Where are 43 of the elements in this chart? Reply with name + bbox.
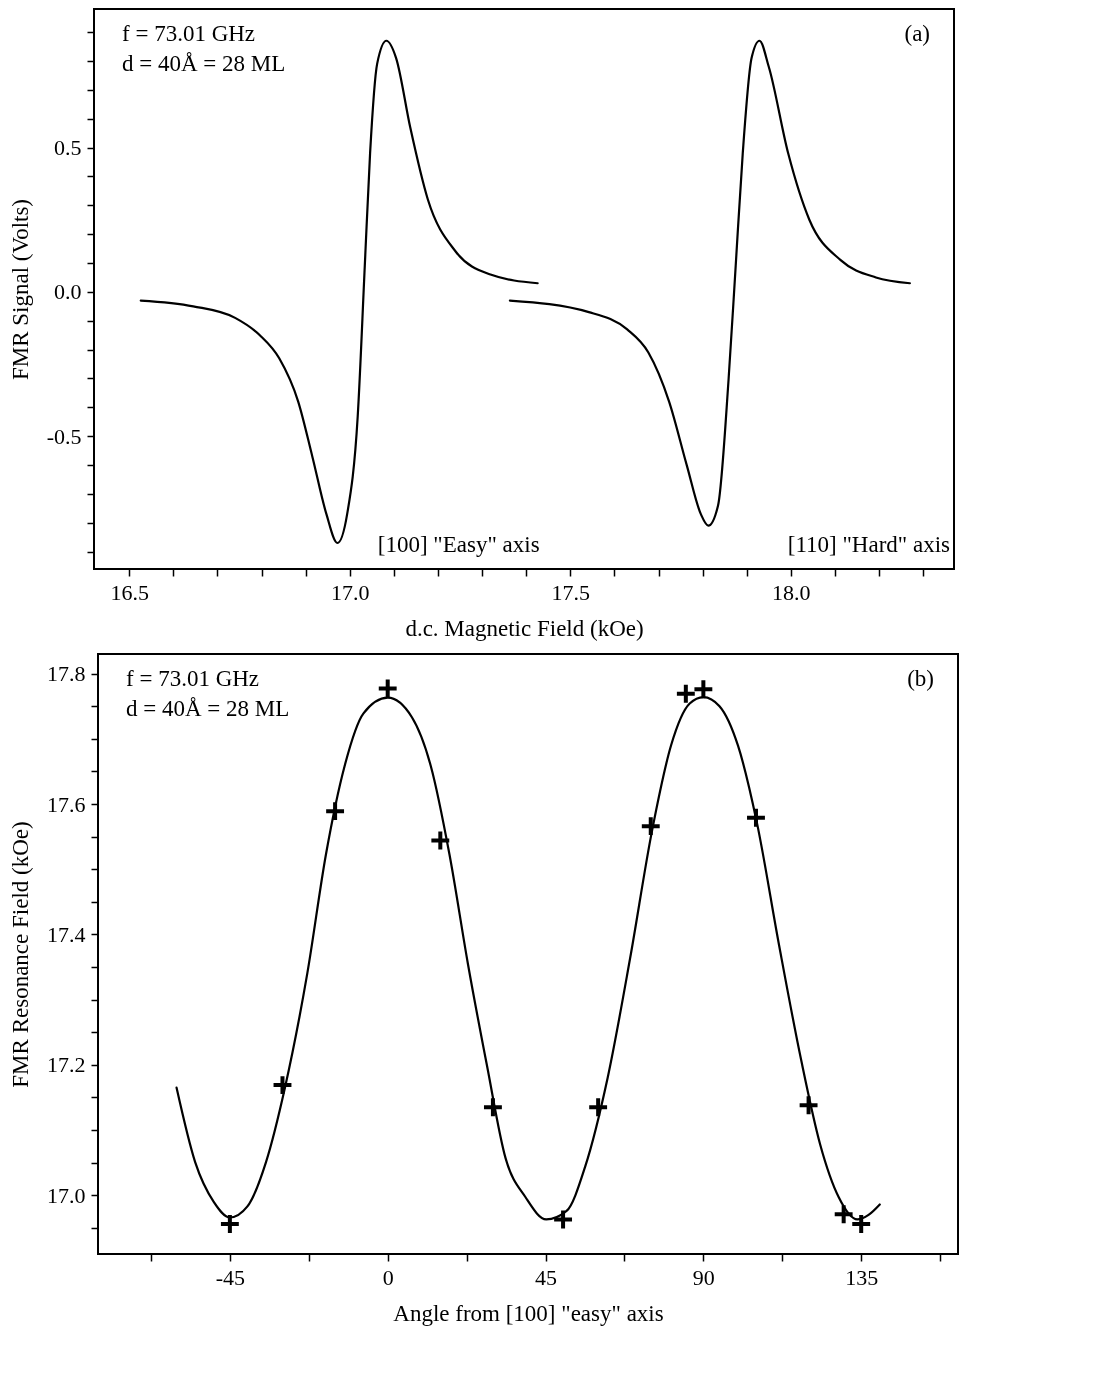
point	[832, 1203, 855, 1226]
point	[218, 1213, 241, 1235]
x-tick-label: 18.0	[772, 579, 811, 605]
y-tick-label: 17.8	[47, 661, 86, 687]
x-tick-label: 16.5	[110, 579, 150, 605]
point	[481, 1096, 504, 1119]
annotation: [110] "Hard" axis	[787, 532, 951, 557]
y-axis-title: FMR Resonance Field (kOe)	[8, 821, 33, 1088]
annotation: [100] "Easy" axis	[377, 532, 540, 557]
annotation: (b)	[907, 666, 934, 691]
y-tick-label: 0.5	[54, 135, 82, 161]
point	[850, 1213, 873, 1235]
y-tick-label: 17.2	[47, 1052, 86, 1078]
point	[429, 829, 452, 852]
point	[587, 1096, 610, 1119]
x-tick-label: -45	[215, 1264, 246, 1290]
x-tick-label: 135	[845, 1264, 879, 1290]
annotation: f = 73.01 GHz	[126, 666, 260, 691]
y-tick-label: 17.4	[47, 921, 86, 947]
x-axis-title: d.c. Magnetic Field (kOe)	[405, 615, 644, 641]
y-tick-label: 17.6	[47, 791, 86, 817]
x-tick-label: 17.0	[331, 579, 370, 605]
point	[674, 682, 697, 705]
x-tick-label: 45	[535, 1264, 558, 1290]
y-tick-label: 17.0	[47, 1182, 86, 1208]
point	[376, 677, 399, 700]
y-tick-label: -0.5	[46, 423, 82, 449]
y-tick-label: 0.0	[54, 279, 82, 305]
y-axis-title: FMR Signal (Volts)	[7, 198, 33, 381]
x-tick-label: 0	[382, 1264, 394, 1290]
annotation: f = 73.01 GHz	[122, 21, 256, 46]
x-tick-label: 17.5	[551, 579, 591, 605]
point	[324, 800, 347, 823]
x-axis-title: Angle from [100] "easy" axis	[393, 1300, 664, 1326]
annotation: d = 40Å = 28 ML	[122, 51, 286, 76]
point	[797, 1094, 820, 1117]
point	[639, 815, 662, 838]
annotation: (a)	[904, 21, 930, 46]
point	[552, 1208, 575, 1231]
point	[271, 1074, 294, 1097]
point	[745, 806, 767, 829]
x-tick-label: 90	[692, 1264, 715, 1290]
annotation: d = 40Å = 28 ML	[126, 696, 290, 721]
